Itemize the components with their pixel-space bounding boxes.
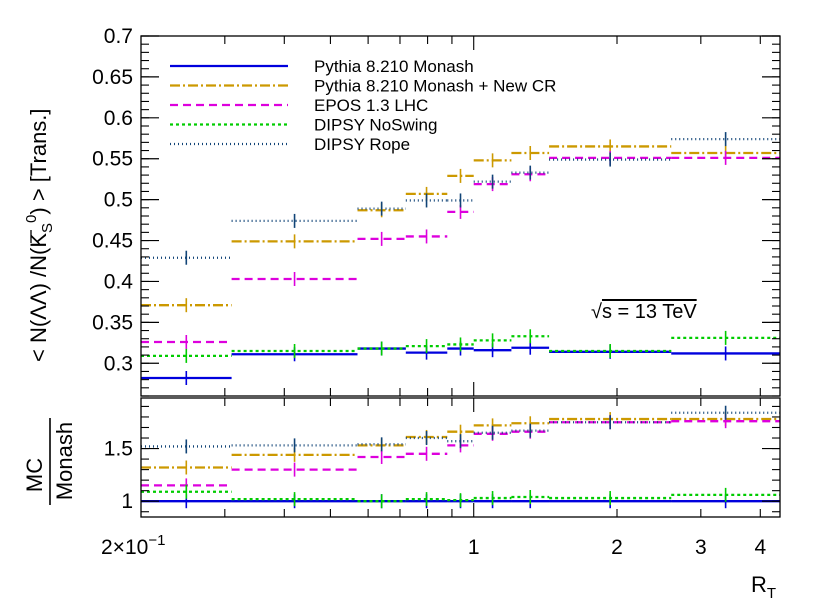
ratio-ytick-label: 1.5: [104, 438, 133, 461]
top-series-3: [141, 329, 780, 363]
ratio-panel: 1 1.5 2×10−1 1 2 3 4: [101, 397, 781, 559]
energy-annotation: √s = 13 TeV: [591, 301, 697, 323]
top-ytick-label: 0.3: [104, 352, 133, 375]
top-ytick-label: 0.4: [104, 270, 134, 293]
y-axis-title-sub: S: [39, 223, 56, 233]
x-tick-label: 3: [695, 536, 707, 559]
legend-label-4: DIPSY Rope: [314, 135, 410, 154]
top-ytick-label: 0.7: [104, 25, 133, 48]
ratio-ytick-label: 1: [121, 490, 133, 513]
y-axis-title: < N(ΛΛ) /N(KS0) > [Trans.]: [23, 108, 56, 362]
top-ytick-label: 0.45: [92, 230, 133, 253]
sqrt-glyph: √: [591, 301, 602, 323]
top-ytick-label: 0.5: [104, 189, 133, 212]
ratio-series-4: [141, 405, 780, 454]
top-series-1: [141, 139, 780, 313]
x-tick-label-base: 2×10: [101, 536, 148, 559]
x-tick-label: 4: [754, 536, 766, 559]
legend-label-1: Pythia 8.210 Monash + New CR: [314, 77, 556, 96]
x-tick-label: 2: [611, 536, 623, 559]
legend-label-2: EPOS 1.3 LHC: [314, 96, 428, 115]
top-ytick-label: 0.6: [104, 107, 133, 130]
legend-label-0: Pythia 8.210 Monash: [314, 57, 474, 76]
top-series-4: [141, 132, 780, 265]
top-panel: 0.3 0.35 0.4 0.45 0.5 0.55 0.6 0.65 0.7: [92, 25, 781, 397]
y-axis-title-sup: 0: [23, 215, 40, 223]
top-ytick-label: 0.35: [92, 311, 133, 334]
top-ytick-label: 0.55: [92, 148, 133, 171]
x-tick-label-exponent: −1: [148, 532, 165, 549]
top-ytick-label: 0.65: [92, 66, 133, 89]
ratio-frame: [140, 397, 781, 518]
legend-label-3: DIPSY NoSwing: [314, 116, 437, 135]
x-tick-label: 2×10−1: [101, 532, 165, 559]
ratio-y-title-denominator: Monash: [52, 422, 77, 500]
energy-text: s = 13 TeV: [602, 301, 697, 323]
y-axis-title-main: < N(ΛΛ) /N(K: [26, 233, 51, 362]
ratio-series-3: [141, 484, 780, 509]
x-axis-title: RT: [751, 572, 776, 602]
x-tick-label: 1: [468, 536, 480, 559]
ratio-y-title-numerator: MC: [22, 458, 47, 492]
y-axis-title-tail: ) > [Trans.]: [26, 108, 51, 214]
